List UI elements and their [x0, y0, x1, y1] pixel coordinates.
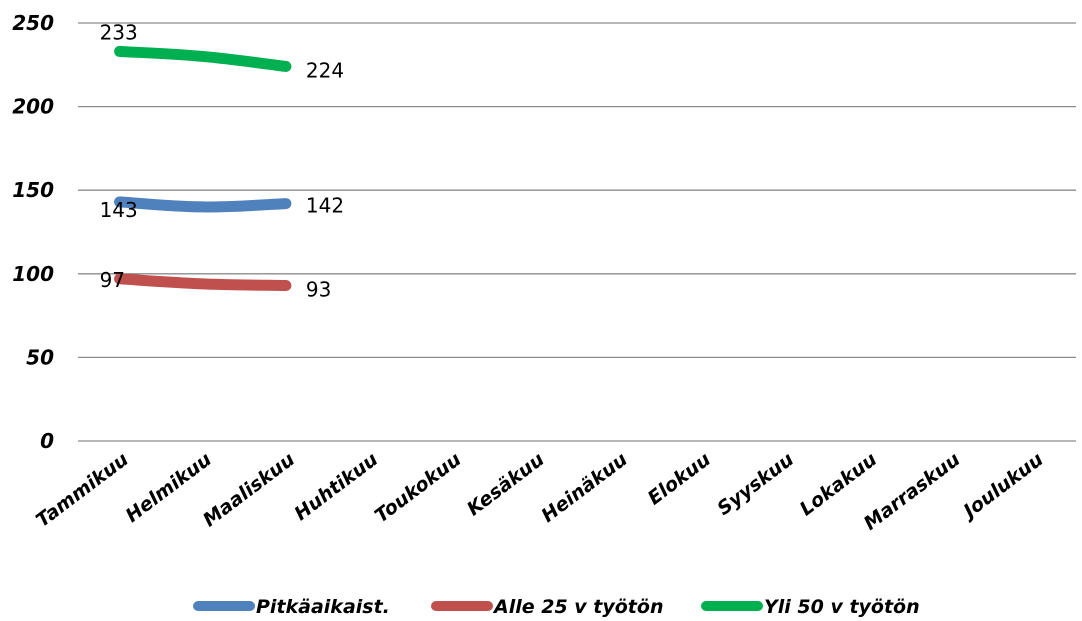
- data-label: 93: [306, 278, 331, 302]
- x-tick-label: Huhtikuu: [290, 448, 382, 525]
- y-tick-label: 200: [12, 95, 54, 119]
- y-tick-label: 250: [12, 11, 54, 35]
- series-lines: [114, 45, 292, 292]
- series-line: [114, 196, 292, 213]
- y-tick-label: 150: [12, 178, 54, 202]
- data-label: 233: [100, 20, 138, 44]
- x-tick-label: Syyskuu: [713, 448, 798, 519]
- data-label: 224: [306, 58, 344, 82]
- x-tick-label: Toukokuu: [371, 448, 466, 527]
- x-tick-label: Joulukuu: [956, 448, 1047, 524]
- data-label: 143: [100, 198, 138, 222]
- y-tick-label: 100: [12, 262, 54, 286]
- series-line: [114, 45, 292, 72]
- x-tick-label: Kesäkuu: [463, 448, 548, 520]
- series-line: [114, 273, 292, 292]
- y-tick-label: 50: [26, 345, 54, 369]
- legend: Pitkäaikaist. Alle 25 v työtön Yli 50 v ty…: [193, 596, 920, 618]
- x-axis-ticks: TammikuuHelmikuuMaaliskuuHuhtikuuToukoku…: [32, 448, 1047, 534]
- x-tick-label: Tammikuu: [32, 448, 133, 531]
- y-axis-ticks: 0 50 100 150 200 250: [12, 11, 54, 453]
- x-tick-label: Maaliskuu: [199, 448, 299, 531]
- data-labels: 143 142 97 93 233 224: [100, 20, 345, 301]
- data-label: 97: [100, 268, 125, 292]
- gridlines: [78, 22, 1076, 442]
- y-tick-label: 0: [40, 429, 54, 453]
- x-tick-label: Elokuu: [644, 448, 715, 509]
- legend-label: Yli 50 v työtön: [764, 596, 920, 618]
- legend-label: Pitkäaikaist.: [256, 596, 390, 618]
- data-label: 142: [306, 194, 344, 218]
- x-tick-label: Heinäkuu: [537, 448, 631, 527]
- legend-label: Alle 25 v työtön: [492, 596, 663, 618]
